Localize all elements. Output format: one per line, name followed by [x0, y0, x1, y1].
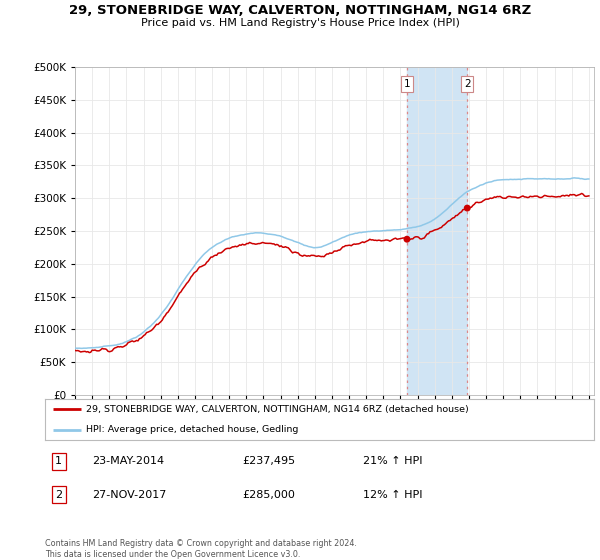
Point [463, 204, 472, 213]
Text: Price paid vs. HM Land Registry's House Price Index (HPI): Price paid vs. HM Land Registry's House … [140, 18, 460, 28]
Text: 21% ↑ HPI: 21% ↑ HPI [364, 456, 423, 466]
Text: 23-MAY-2014: 23-MAY-2014 [92, 456, 164, 466]
Text: Contains HM Land Registry data © Crown copyright and database right 2024.
This d: Contains HM Land Registry data © Crown c… [45, 539, 357, 559]
Text: 12% ↑ HPI: 12% ↑ HPI [364, 489, 423, 500]
Text: HPI: Average price, detached house, Gedling: HPI: Average price, detached house, Gedl… [86, 425, 299, 434]
Point [402, 235, 412, 244]
Text: 2: 2 [55, 489, 62, 500]
Text: 2: 2 [464, 78, 470, 88]
Text: 29, STONEBRIDGE WAY, CALVERTON, NOTTINGHAM, NG14 6RZ: 29, STONEBRIDGE WAY, CALVERTON, NOTTINGH… [69, 4, 531, 17]
Text: 1: 1 [404, 78, 410, 88]
Text: 29, STONEBRIDGE WAY, CALVERTON, NOTTINGHAM, NG14 6RZ (detached house): 29, STONEBRIDGE WAY, CALVERTON, NOTTINGH… [86, 405, 469, 414]
Text: 27-NOV-2017: 27-NOV-2017 [92, 489, 166, 500]
Text: 1: 1 [55, 456, 62, 466]
Text: £285,000: £285,000 [242, 489, 296, 500]
Bar [407, 67, 467, 395]
Text: £237,495: £237,495 [242, 456, 296, 466]
